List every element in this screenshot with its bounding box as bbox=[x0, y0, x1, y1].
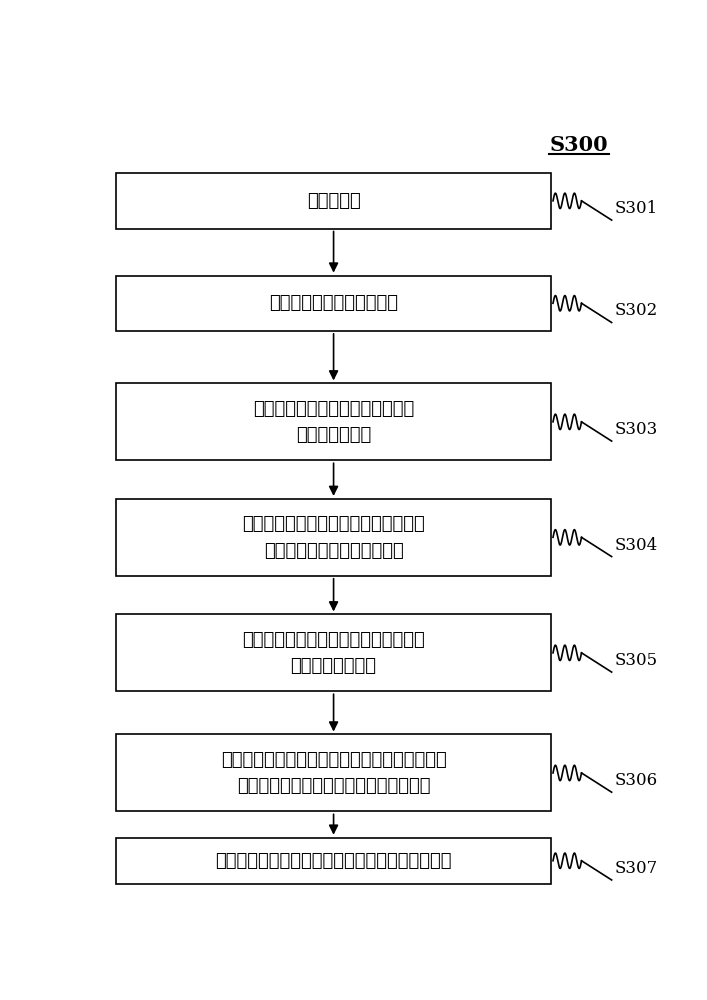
Bar bbox=[116, 276, 551, 331]
Text: S300: S300 bbox=[549, 135, 608, 155]
Text: 设置一中间结构在该载体上: 设置一中间结构在该载体上 bbox=[269, 294, 398, 312]
Text: 移除该第二介电层的一第二部分，以部
分暴露该导电通孔: 移除该第二介电层的一第二部分，以部 分暴露该导电通孔 bbox=[243, 631, 425, 675]
Bar bbox=[116, 838, 551, 884]
Bar bbox=[116, 173, 551, 229]
Bar bbox=[116, 499, 551, 576]
Text: 移除该基底的一第一部分，以部分
暴露该导电通孔: 移除该基底的一第一部分，以部分 暴露该导电通孔 bbox=[253, 400, 414, 444]
Text: 形成一第三介电层，是与该第二介电层以及从该
第二介电层暴露的该导电通孔为共形设置: 形成一第三介电层，是与该第二介电层以及从该 第二介电层暴露的该导电通孔为共形设置 bbox=[221, 751, 446, 795]
Bar bbox=[116, 734, 551, 811]
Bar bbox=[116, 614, 551, 691]
Text: S303: S303 bbox=[614, 421, 658, 438]
Text: 形成一第二介电层在该基底上，以及在
从该基底暴露的该导电通孔上: 形成一第二介电层在该基底上，以及在 从该基底暴露的该导电通孔上 bbox=[243, 515, 425, 560]
Text: S301: S301 bbox=[614, 200, 658, 217]
Text: S306: S306 bbox=[614, 772, 658, 789]
Text: S304: S304 bbox=[614, 537, 658, 554]
Text: 形成一凸块垫，该凸块垫是被该第三介电层所围绕: 形成一凸块垫，该凸块垫是被该第三介电层所围绕 bbox=[216, 852, 452, 870]
Text: S307: S307 bbox=[614, 860, 658, 877]
Bar bbox=[116, 383, 551, 460]
Text: S305: S305 bbox=[614, 652, 658, 669]
Text: 提供一载体: 提供一载体 bbox=[307, 192, 361, 210]
Text: S302: S302 bbox=[614, 302, 658, 319]
